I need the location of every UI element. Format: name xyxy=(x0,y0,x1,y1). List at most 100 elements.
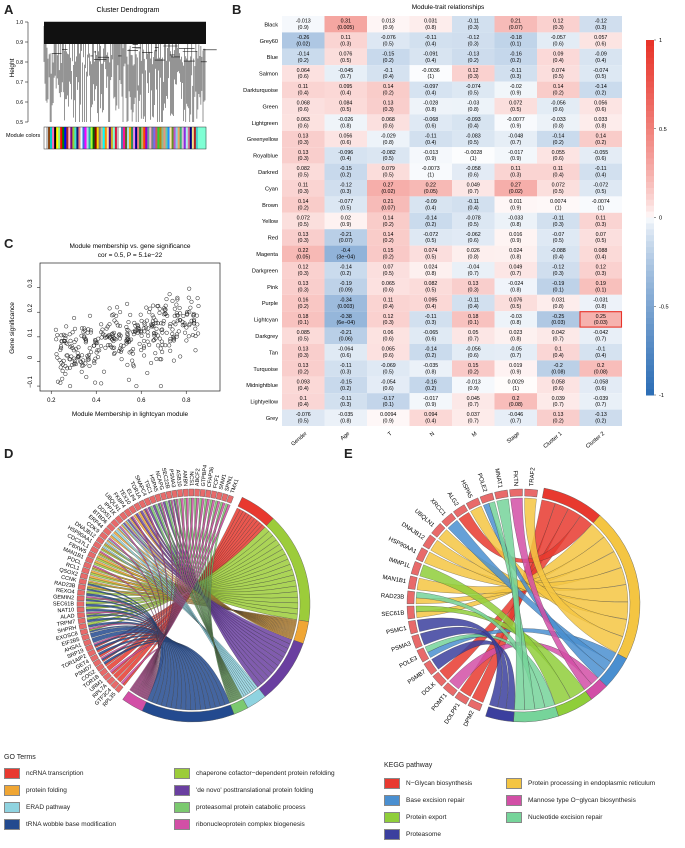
color-scale-step xyxy=(646,258,654,266)
scatter-point xyxy=(82,328,87,333)
module-color-segment xyxy=(72,127,75,149)
heatmap-cell xyxy=(409,114,452,131)
kegg-gene-block xyxy=(509,488,523,497)
heatmap-cell-pvalue: (0.5) xyxy=(298,173,309,179)
scatter-point xyxy=(187,286,192,291)
heatmap-cell xyxy=(452,376,495,394)
scatter-point xyxy=(125,362,130,367)
scatter-point xyxy=(190,333,195,338)
heatmap-cell xyxy=(367,393,410,410)
color-scale-step xyxy=(646,140,654,147)
heatmap-title: Module-trait relationships xyxy=(412,4,485,11)
heatmap-cell-pvalue: (0.2) xyxy=(595,91,606,97)
heatmap-cell xyxy=(282,327,325,344)
go-gene-label: ASB10 xyxy=(174,469,182,487)
heatmap-cell-cor: -0.017 xyxy=(508,150,523,156)
heatmap-cell-cor: 0.056 xyxy=(339,133,352,139)
heatmap-cell-pvalue: (0.7) xyxy=(510,271,521,277)
scatter-point xyxy=(87,346,92,351)
go-gene-block xyxy=(77,617,86,625)
heatmap-column-label: N xyxy=(429,431,436,438)
heatmap-cell-cor: -0.031 xyxy=(593,297,608,303)
scatter-point xyxy=(146,326,151,331)
heatmap-cell-pvalue: (0.8) xyxy=(595,304,606,310)
heatmap-cell-pvalue: (0.6) xyxy=(425,337,436,343)
heatmap-cell-cor: -0.11 xyxy=(467,297,479,303)
scatter-point xyxy=(170,331,175,337)
scatter-point xyxy=(193,326,198,331)
heatmap-cell xyxy=(452,65,495,82)
scatter-point xyxy=(107,335,112,340)
go-ribbon xyxy=(119,525,163,697)
scatter-point xyxy=(72,358,77,363)
scatter-point xyxy=(65,341,70,346)
heatmap-cell-pvalue: (0.2) xyxy=(425,222,436,228)
heatmap-cell-pvalue: (0.3) xyxy=(595,271,606,277)
heatmap-cell-pvalue: (0.9) xyxy=(468,386,479,392)
heatmap-cell xyxy=(324,65,367,82)
heatmap-cell-cor: -0.017 xyxy=(423,396,438,402)
heatmap-cell-pvalue: (0.03) xyxy=(551,320,565,326)
legend-item: 'de novo' posttranslational protein fold… xyxy=(174,785,313,796)
heatmap-cell-cor: 0.094 xyxy=(424,412,437,418)
heatmap-cell-pvalue: (0.2) xyxy=(553,419,564,425)
color-scale-step xyxy=(646,324,654,331)
heatmap-cell-cor: -0.18 xyxy=(510,35,522,41)
heatmap-cell-pvalue: (0.4) xyxy=(298,386,309,392)
heatmap-cell xyxy=(367,212,410,230)
heatmap-cell-pvalue: (1) xyxy=(555,205,562,211)
heatmap-cell xyxy=(409,229,452,246)
heatmap-cell-cor: 0.045 xyxy=(467,396,480,402)
legend-swatch xyxy=(384,778,400,789)
legend-swatch xyxy=(174,819,190,830)
go-ribbon xyxy=(131,499,216,692)
scatter-point xyxy=(118,349,124,354)
heatmap-cell xyxy=(579,32,622,49)
heatmap-cell-cor: 0.15 xyxy=(383,248,393,254)
heatmap-cell xyxy=(282,180,325,197)
module-color-segment xyxy=(163,127,166,149)
scatter-ytick-label: 0 xyxy=(28,355,34,359)
scatter-point xyxy=(150,313,155,318)
heatmap-cell xyxy=(282,16,325,33)
kegg-gene-block xyxy=(416,647,430,663)
scatter-point xyxy=(93,340,98,345)
color-scale-step xyxy=(646,288,654,295)
go-gene-block xyxy=(78,623,87,630)
scatter-point xyxy=(174,302,179,307)
heatmap-cell-cor: 0.14 xyxy=(596,133,606,139)
heatmap-cell-cor: 0.12 xyxy=(553,19,563,25)
heatmap-cell xyxy=(282,130,325,148)
heatmap-cell-cor: 0.063 xyxy=(297,117,310,123)
heatmap-cell-cor: -0.029 xyxy=(381,133,396,139)
legend-item: Base excision repair xyxy=(384,795,465,806)
legend-item: N−Glycan biosynthesis xyxy=(384,778,472,789)
heatmap-cell xyxy=(324,262,367,279)
color-scale-step xyxy=(646,383,654,390)
go-chord-diagram: RPL35GTF3C4RPL7AURM1TOR1BCOG2PSMD7GET4TO… xyxy=(53,465,311,723)
heatmap-cell-cor: -0.0036 xyxy=(422,68,440,74)
module-color-segment xyxy=(187,127,191,149)
heatmap-cell-pvalue: (0.4) xyxy=(553,58,564,64)
heatmap-cell xyxy=(579,229,622,246)
go-gene-block xyxy=(177,489,184,498)
heatmap-cell xyxy=(452,130,495,148)
heatmap-cell-pvalue: (0.2) xyxy=(298,205,309,211)
heatmap-cell-pvalue: (0.8) xyxy=(510,337,521,343)
color-scale-step xyxy=(646,229,654,236)
heatmap-cell xyxy=(537,180,580,197)
heatmap-cell xyxy=(282,196,325,213)
heatmap-cell-pvalue: (0.6) xyxy=(383,337,394,343)
scatter-point xyxy=(68,344,73,349)
heatmap-cell-pvalue: (0.6) xyxy=(468,353,479,359)
scatter-point xyxy=(167,292,172,297)
module-color-segment xyxy=(185,127,189,149)
heatmap-cell-cor: -0.076 xyxy=(296,412,311,418)
heatmap-cell-cor: -0.14 xyxy=(425,215,437,221)
module-colors-label: Module colors xyxy=(6,133,40,139)
heatmap-cell-cor: -0.21 xyxy=(340,232,352,238)
scatter-point xyxy=(125,335,130,340)
heatmap-cell-cor: -0.38 xyxy=(340,314,352,320)
heatmap-cell-pvalue: (0.8) xyxy=(425,271,436,277)
heatmap-cell xyxy=(452,212,495,230)
